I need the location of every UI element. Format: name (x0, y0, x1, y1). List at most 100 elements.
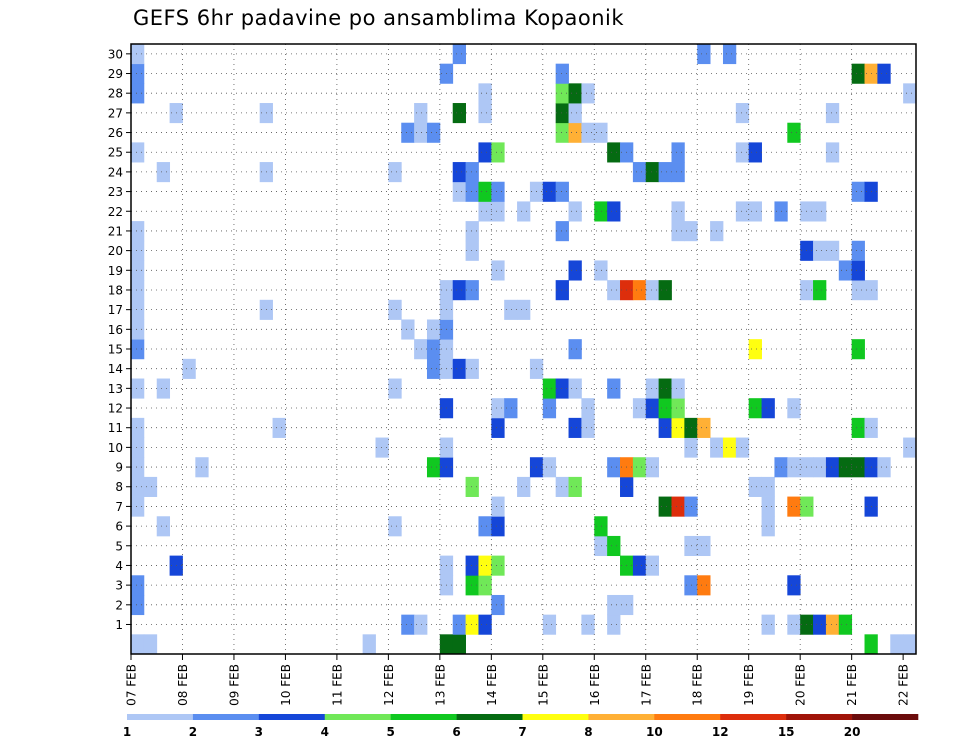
heatmap-cell (825, 240, 840, 261)
legend-label: 5 (386, 725, 394, 739)
heatmap-cell (594, 535, 608, 557)
heatmap-cell (452, 162, 466, 183)
legend-label: 1 (123, 725, 131, 739)
heatmap-cell (761, 496, 775, 517)
heatmap-cell (568, 260, 582, 281)
heatmap-cell (478, 516, 492, 537)
heatmap-cell (684, 437, 698, 458)
heatmap-cell (761, 516, 775, 537)
heatmap-cell (465, 181, 479, 202)
heatmap-cell (491, 555, 505, 576)
y-tick-label: 16 (108, 323, 123, 337)
heatmap-cell (813, 240, 827, 261)
x-tick-label: 10 FEB (279, 664, 293, 706)
x-tick-label: 19 FEB (742, 664, 756, 706)
heatmap-cell (877, 457, 891, 478)
heatmap-cell (478, 555, 492, 576)
x-tick-label: 15 FEB (536, 664, 550, 706)
heatmap-cell (735, 103, 750, 124)
x-tick-label: 12 FEB (382, 664, 396, 706)
legend-swatch (456, 714, 523, 720)
y-tick-label: 1 (115, 618, 123, 632)
heatmap-cell (131, 240, 145, 261)
y-tick-label: 8 (115, 480, 123, 494)
heatmap-cell (542, 457, 557, 478)
heatmap-cell (426, 358, 441, 379)
heatmap-cell (787, 398, 801, 419)
heatmap-cell (143, 634, 158, 655)
y-tick-label: 6 (115, 520, 123, 534)
heatmap-cell (478, 614, 492, 635)
heatmap-cell (864, 634, 878, 655)
heatmap-cell (813, 614, 827, 635)
heatmap-cell (645, 457, 660, 478)
y-tick-label: 3 (115, 579, 123, 593)
heatmap-cell (131, 339, 145, 360)
heatmap-cell (632, 457, 647, 478)
heatmap-cell (131, 63, 145, 84)
heatmap-cell (362, 634, 376, 655)
legend-label: 12 (712, 725, 729, 739)
heatmap-cell (465, 280, 479, 301)
heatmap-cell (684, 417, 698, 438)
x-tick-label: 21 FEB (845, 664, 859, 706)
heatmap-cell (838, 457, 853, 478)
heatmap-cell (555, 63, 569, 84)
heatmap-cell (491, 181, 505, 202)
heatmap-cell (632, 280, 647, 301)
y-tick-label: 15 (108, 343, 123, 357)
y-tick-label: 19 (108, 264, 123, 278)
heatmap-cell (825, 614, 840, 635)
heatmap-cell (568, 83, 582, 104)
heatmap-cell (426, 339, 441, 360)
y-tick-label: 9 (115, 461, 123, 475)
heatmap-cell (787, 614, 801, 635)
heatmap-cell (748, 476, 762, 497)
heatmap-cell (465, 221, 479, 242)
heatmap-cell (131, 299, 145, 320)
y-tick-label: 18 (108, 283, 123, 297)
heatmap-cell (131, 437, 145, 458)
heatmap-cell (491, 496, 505, 517)
heatmap-cell (748, 201, 762, 222)
y-tick-label: 12 (108, 402, 123, 416)
heatmap-cell (632, 162, 647, 183)
heatmap-cell (607, 614, 621, 635)
heatmap-cell (748, 339, 762, 360)
heatmap-cell (182, 358, 196, 379)
heatmap-cell (684, 575, 698, 596)
heatmap-cell (465, 575, 479, 596)
heatmap-cell (903, 83, 917, 104)
legend-label: 3 (255, 725, 263, 739)
y-tick-label: 30 (108, 47, 123, 61)
heatmap-cell (594, 516, 608, 537)
heatmap-cell (671, 417, 685, 438)
heatmap-cell (594, 201, 608, 222)
legend-swatch (852, 714, 919, 720)
x-tick-label: 11 FEB (330, 664, 344, 706)
heatmap-cell (131, 280, 145, 301)
heatmap-cell (375, 437, 389, 458)
heatmap-cell (452, 280, 466, 301)
heatmap-cell (414, 614, 428, 635)
heatmap-cell (465, 555, 479, 576)
heatmap-cell (517, 201, 531, 222)
heatmap-cell (491, 260, 505, 281)
heatmap-cell (748, 142, 762, 163)
heatmap-cell (465, 476, 479, 497)
heatmap-cell (697, 44, 711, 65)
heatmap-cell (671, 162, 685, 183)
heatmap-cell (813, 201, 827, 222)
heatmap-cell (388, 162, 402, 183)
heatmap-cell (452, 358, 466, 379)
heatmap-cell (478, 201, 492, 222)
y-tick-label: 10 (108, 441, 123, 455)
x-tick-label: 18 FEB (691, 664, 705, 706)
heatmap-cell (156, 378, 171, 399)
heatmap-cell (131, 44, 145, 65)
y-tick-label: 20 (108, 244, 123, 258)
y-tick-label: 5 (115, 539, 123, 553)
legend-label: 7 (518, 725, 526, 739)
heatmap-cell (787, 457, 801, 478)
heatmap-cell (568, 476, 582, 497)
